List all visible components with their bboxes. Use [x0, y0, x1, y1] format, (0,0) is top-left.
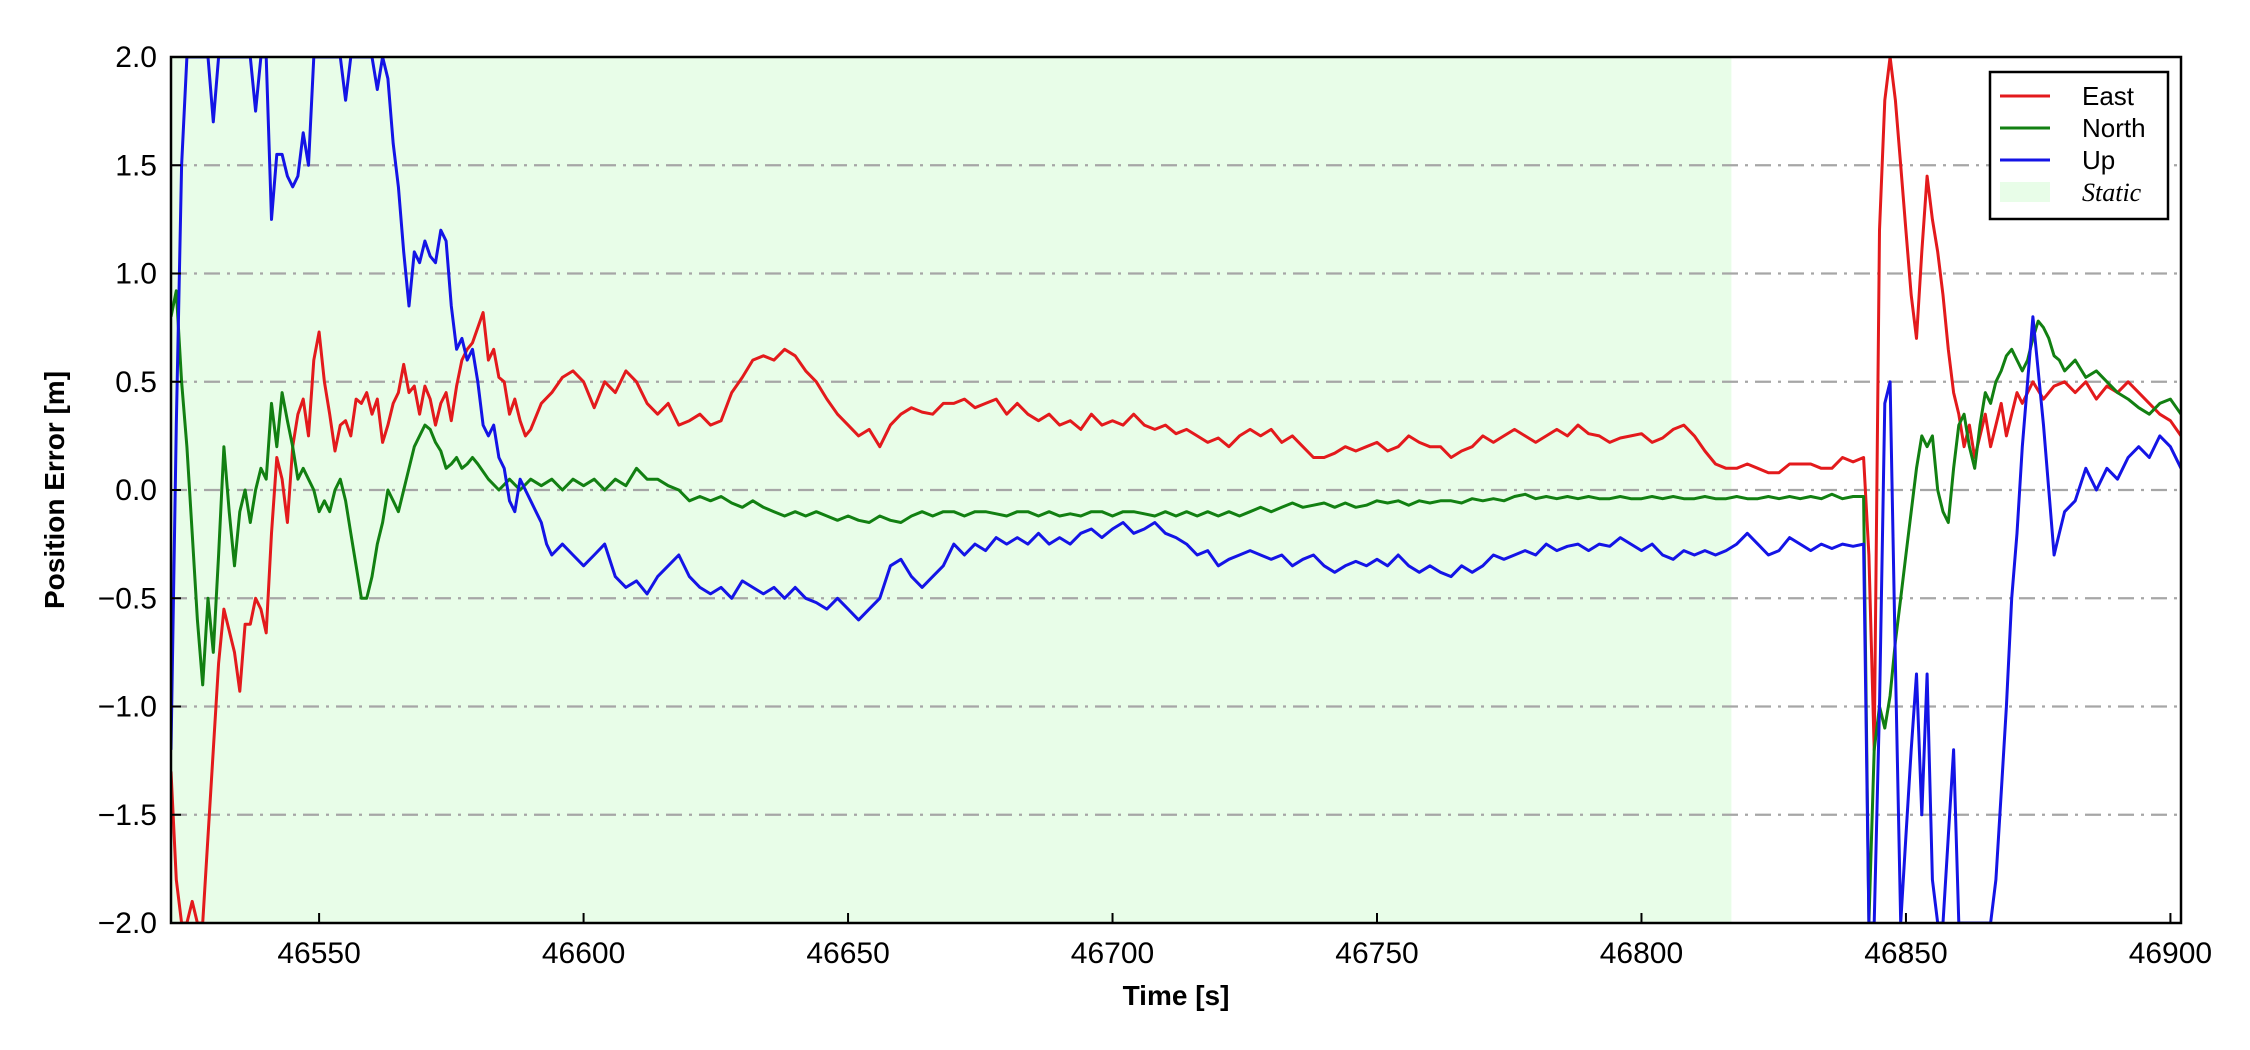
legend-label-north: North [2082, 113, 2146, 143]
series-line-north [171, 289, 2181, 923]
y-tick-label: 0.0 [115, 474, 157, 507]
y-axis-title: Position Error [m] [39, 371, 70, 609]
series-line-east [171, 57, 2181, 923]
y-tick-label: 0.5 [115, 366, 157, 399]
y-tick-label: 2.0 [115, 41, 157, 74]
y-tick-label: 1.0 [115, 258, 157, 291]
x-tick-label: 46600 [542, 937, 625, 970]
x-tick-label: 46850 [1864, 937, 1947, 970]
x-axis-title: Time [s] [1123, 980, 1230, 1011]
y-tick-label: 1.5 [115, 149, 157, 182]
gridlines [171, 164, 2181, 816]
series-layer [171, 57, 2181, 923]
x-tick-label: 46650 [806, 937, 889, 970]
y-tick-label: −0.5 [98, 582, 157, 615]
x-tick-label: 46800 [1600, 937, 1683, 970]
legend-swatch-static [2000, 182, 2050, 202]
x-tick-label: 46900 [2129, 937, 2212, 970]
y-tick-label: −2.0 [98, 907, 157, 940]
legend-label-east: East [2082, 81, 2135, 111]
y-axis-ticks: −2.0 −1.5 −1.0 −0.5 0.0 0.5 1.0 1.5 2.0 [98, 41, 181, 940]
y-tick-label: −1.0 [98, 691, 157, 724]
x-tick-label: 46750 [1335, 937, 1418, 970]
series-line-up [171, 57, 2181, 923]
y-tick-label: −1.5 [98, 799, 157, 832]
legend-label-static: Static [2082, 178, 2142, 207]
legend-label-up: Up [2082, 145, 2115, 175]
x-tick-label: 46550 [277, 937, 360, 970]
x-axis-ticks: 46550 46600 46650 46700 46750 46800 46850 46900 [277, 913, 2212, 970]
x-tick-label: 46700 [1071, 937, 1154, 970]
